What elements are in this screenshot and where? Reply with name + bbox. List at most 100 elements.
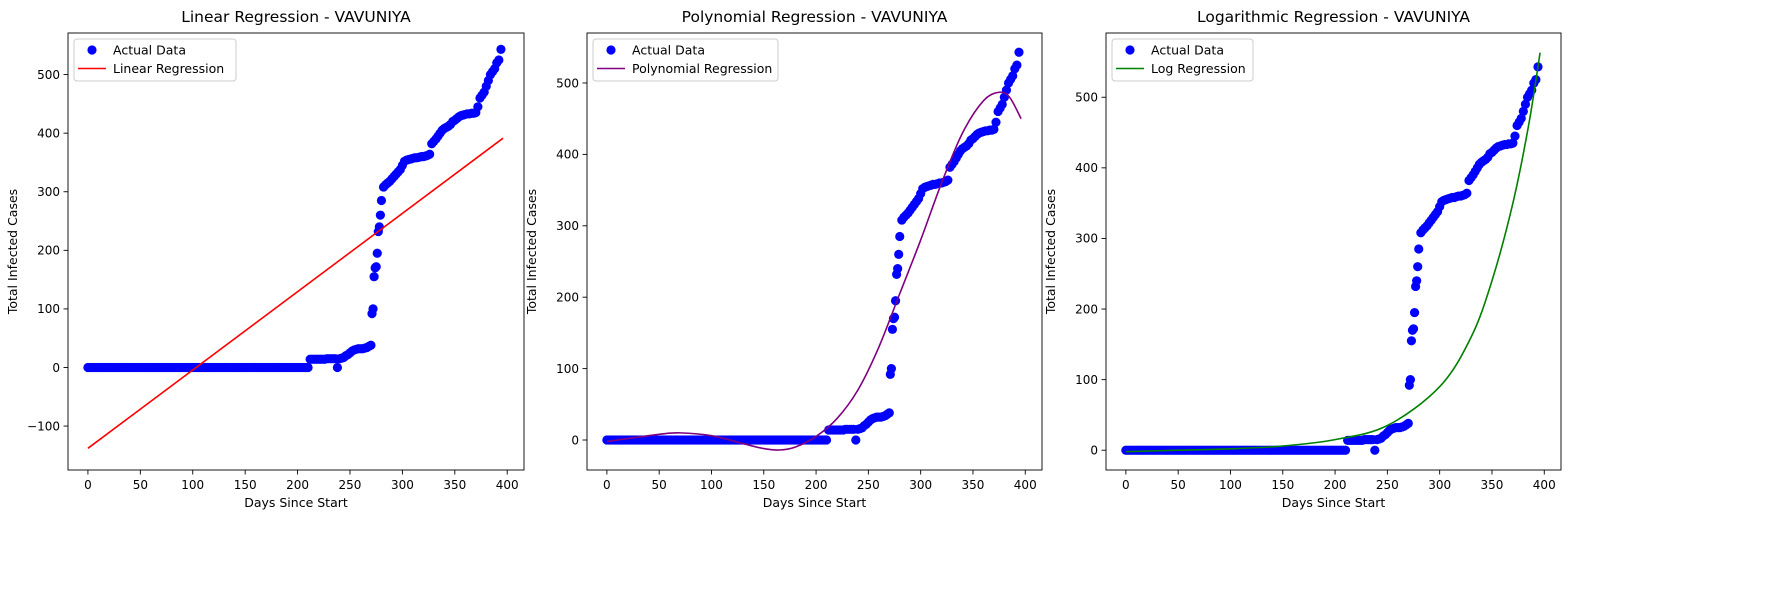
- x-tick-label: 300: [1428, 478, 1451, 492]
- data-point: [1340, 445, 1351, 455]
- data-point: [332, 362, 343, 373]
- data-point: [366, 340, 376, 350]
- data-point: [894, 249, 904, 259]
- x-tick-label: 250: [857, 478, 880, 492]
- x-tick-label: 350: [962, 478, 985, 492]
- y-axis-label: Total Infected Cases: [1043, 189, 1058, 315]
- axes-frame: [1105, 32, 1562, 471]
- x-tick-label: 400: [1014, 478, 1037, 492]
- data-point: [1520, 99, 1531, 109]
- data-point: [368, 304, 378, 314]
- legend: Actual Data Linear Regression: [73, 38, 237, 82]
- x-tick-label: 100: [700, 478, 723, 492]
- data-point: [473, 102, 483, 112]
- x-tick-label: 350: [1481, 478, 1504, 492]
- fit-line: [1125, 52, 1541, 453]
- y-tick-label: 500: [37, 68, 60, 82]
- data-point: [943, 175, 953, 185]
- data-point: [1412, 276, 1422, 286]
- data-point: [1508, 138, 1518, 148]
- chart-title: Polynomial Regression - VAVUNIYA: [682, 8, 948, 26]
- y-tick-label: 0: [1090, 444, 1098, 458]
- y-tick-label: 300: [556, 219, 579, 233]
- legend-marker: [606, 45, 616, 55]
- chart-title: Logarithmic Regression - VAVUNIYA: [1197, 8, 1470, 26]
- data-point: [886, 364, 896, 374]
- legend-marker: [87, 45, 97, 55]
- legend-label: Actual Data: [1151, 43, 1224, 58]
- data-point: [1414, 244, 1424, 254]
- legend: Actual Data Polynomial Regression: [592, 38, 779, 82]
- x-tick-label: 250: [1376, 478, 1399, 492]
- y-tick-label: 500: [1075, 91, 1098, 105]
- y-tick-label: 300: [1075, 232, 1098, 246]
- y-tick-label: 400: [37, 126, 60, 140]
- y-tick-label: 0: [571, 433, 579, 447]
- y-tick-label: 200: [1075, 302, 1098, 316]
- y-tick-label: −100: [27, 419, 60, 433]
- y-axis-label: Total Infected Cases: [5, 189, 20, 315]
- data-point: [372, 248, 382, 258]
- data-point: [989, 124, 999, 134]
- y-tick-label: 500: [556, 76, 579, 90]
- data-point: [369, 272, 379, 282]
- x-axis-label: Days Since Start: [1282, 495, 1386, 510]
- data-point: [1403, 418, 1413, 429]
- x-tick-label: 150: [234, 478, 257, 492]
- data-point: [425, 149, 435, 159]
- x-tick-label: 400: [496, 478, 519, 492]
- data-point: [997, 99, 1007, 110]
- x-tick-label: 350: [443, 478, 466, 492]
- x-tick-label: 200: [805, 478, 828, 492]
- data-point: [1409, 307, 1420, 318]
- panel-3: Logarithmic Regression - VAVUNIYA 0 50 100 1…: [1043, 8, 1562, 510]
- data-point: [1016, 0, 1025, 5]
- x-tick-label: 50: [1171, 478, 1186, 492]
- data-point: [851, 435, 861, 445]
- x-tick-label: 150: [752, 478, 775, 492]
- data-point: [1413, 262, 1423, 272]
- plot-area: [1121, 52, 1543, 455]
- axes-frame: [67, 32, 525, 471]
- legend-label: Actual Data: [632, 43, 705, 58]
- legend-label: Actual Data: [113, 43, 186, 58]
- x-tick-label: 0: [603, 478, 611, 492]
- data-point: [1008, 71, 1018, 81]
- chart-title: Linear Regression - VAVUNIYA: [181, 8, 411, 26]
- x-tick-label: 150: [1271, 478, 1294, 492]
- data-point: [371, 262, 381, 272]
- data-point: [1510, 131, 1520, 141]
- data-point: [1518, 106, 1528, 116]
- y-tick-label: 200: [556, 290, 579, 304]
- data-point: [1014, 47, 1024, 57]
- x-tick-label: 50: [133, 478, 148, 492]
- x-tick-label: 250: [339, 478, 362, 492]
- y-tick-label: 100: [37, 302, 60, 316]
- x-tick-label: 100: [1219, 478, 1242, 492]
- y-tick-label: 100: [1075, 373, 1098, 387]
- x-tick-label: 300: [391, 478, 414, 492]
- panel-2: Polynomial Regression - VAVUNIYA 0 50 100 15…: [524, 0, 1043, 510]
- data-point: [1406, 336, 1417, 346]
- x-tick-label: 0: [1122, 478, 1130, 492]
- legend-marker: [1125, 45, 1135, 55]
- fit-line: [87, 137, 504, 449]
- data-point: [496, 44, 506, 55]
- x-tick-label: 400: [1533, 478, 1556, 492]
- legend-label: Log Regression: [1151, 61, 1246, 76]
- x-tick-label: 200: [1324, 478, 1347, 492]
- data-point: [494, 55, 504, 65]
- panel-1: Linear Regression - VAVUNIYA 0 50 100 150 200…: [5, 8, 525, 510]
- x-tick-label: 0: [84, 478, 92, 492]
- legend-box: [1111, 38, 1254, 82]
- data-point: [893, 264, 903, 274]
- data-point: [821, 435, 832, 445]
- x-tick-label: 300: [909, 478, 932, 492]
- data-point: [884, 408, 894, 418]
- legend: Actual Data Log Regression: [1111, 38, 1254, 82]
- x-tick-label: 50: [652, 478, 667, 492]
- data-point: [1516, 113, 1526, 124]
- x-axis-label: Days Since Start: [763, 495, 867, 510]
- data-point: [303, 362, 313, 373]
